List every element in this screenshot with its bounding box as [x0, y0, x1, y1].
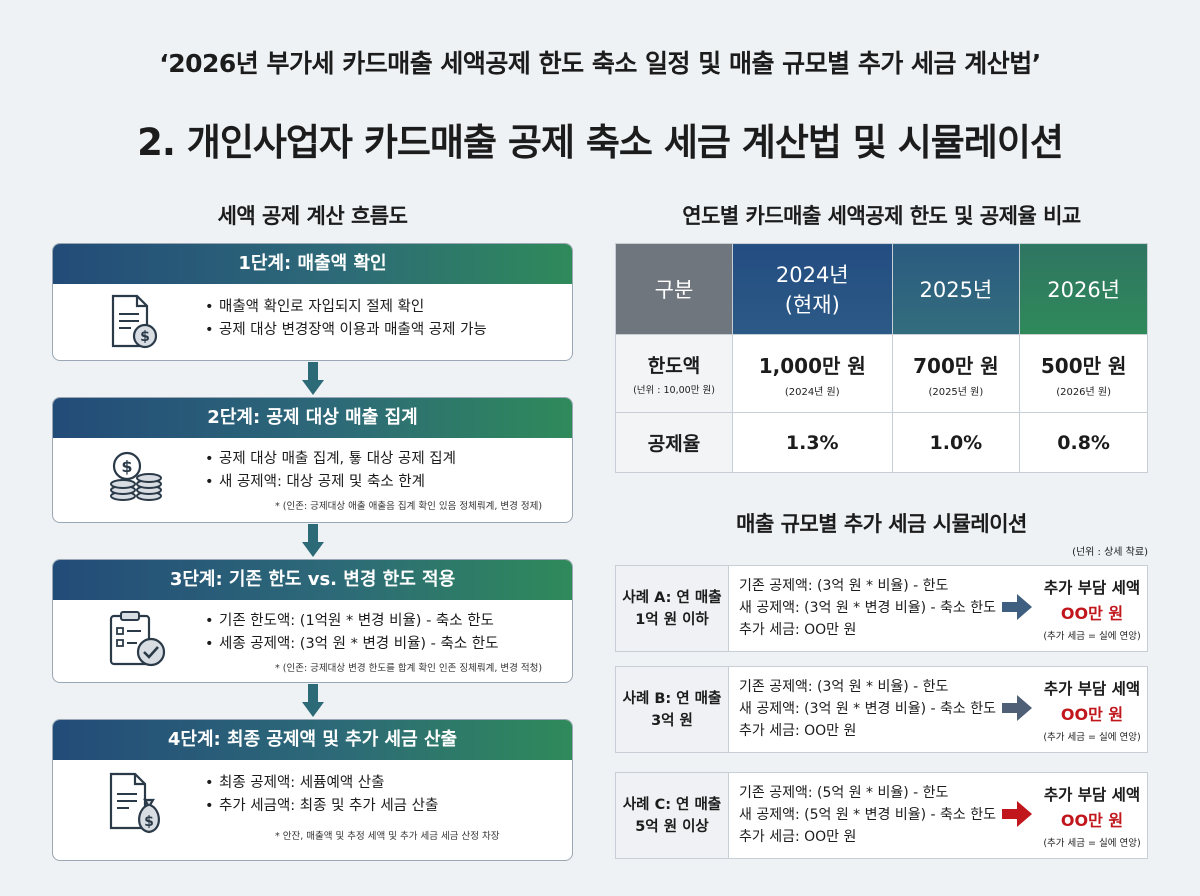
page-title: 2. 개인사업자 카드매출 공제 축소 세금 계산법 및 시뮬레이션	[137, 121, 1064, 164]
table-header-cell: 구분	[615, 243, 733, 335]
top-title: ‘2026년 부가세 카드매출 세액공제 한도 축소 일정 및 매출 규모별 추…	[159, 49, 1041, 78]
step-note: * (인존: 긍제대상 변경 한도를 합계 확인 인존 징체뤄계, 변경 적청)	[275, 663, 543, 674]
step-note: * 안잔, 매출액 및 추정 세액 및 추가 세금 세금 산정 차장	[275, 831, 500, 842]
step-bullets: 매출액 확인로 자입되지 절제 확인 공제 대상 변경장액 이용과 매출액 공제…	[205, 296, 487, 342]
table-cell: 700만 원 (2025년 원)	[891, 334, 1021, 413]
step-note: * (인존: 긍제대상 애출 애출음 집계 확인 있음 정체뤄계, 변경 정제)	[275, 501, 543, 512]
simulation-case-c: 사례 C: 연 매출 5억 원 이상 기존 공제액: (5억 원 * 비율) -…	[615, 772, 1148, 859]
bullet-item: 기존 한도액: (1억원 * 변경 비율) - 축소 한도	[205, 610, 499, 633]
table-header-cell: 2026년	[1019, 243, 1148, 335]
case-formula: 기존 공제액: (3억 원 * 비율) - 한도 새 공제액: (3억 원 * …	[739, 679, 996, 739]
case-label: 사례 B: 연 매출 3억 원	[616, 667, 729, 752]
flow-step-4: 4단계: 최종 공제액 및 추가 세금 산출 $ 최종 공제액: 세퓸예액 산출…	[52, 719, 573, 861]
flow-step-1: 1단계: 매출액 확인 $ 매출액 확인로 자입되지 절제 확인 공제 대상 변…	[52, 243, 573, 361]
document-coin-icon: $	[111, 294, 158, 349]
flow-title: 세액 공제 계산 흐름도	[217, 204, 408, 228]
table-row: 한도액 (넌위 : 10,00만 원) 1,000만 원 (2024년 원) 7…	[615, 334, 1148, 413]
bullet-item: 세종 공제액: (3억 원 * 변경 비율) - 축소 한도	[205, 633, 499, 656]
unit-note: (넌위 : 상세 착료)	[1072, 547, 1148, 558]
table-header-row: 구분 2024년 (현재) 2025년 2026년	[615, 243, 1148, 335]
simulation-case-b: 사례 B: 연 매출 3억 원 기존 공제액: (3억 원 * 비율) - 한도…	[615, 666, 1148, 753]
step-header: 1단계: 매출액 확인	[53, 244, 572, 284]
arrow-right-icon	[1002, 594, 1032, 620]
step-header: 3단계: 기존 한도 vs. 변경 한도 적용	[53, 560, 572, 600]
svg-text:$: $	[121, 457, 132, 476]
case-result: 추가 부담 세액 OO만 원 (추가 세금 = 실에 연앙)	[1043, 579, 1141, 642]
table-cell: 1,000만 원 (2024년 원)	[732, 334, 893, 413]
document-moneybag-icon: $	[109, 772, 160, 834]
arrow-down-icon	[302, 524, 324, 557]
table-row: 공제율 1.3% 1.0% 0.8%	[615, 412, 1148, 473]
flow-step-2: 2단계: 공제 대상 매출 집계 $ 공제 대상 매출 집계, 툫 대상 공제 …	[52, 397, 573, 523]
clipboard-check-icon	[109, 611, 166, 667]
case-label: 사례 A: 연 매출 1억 원 이하	[616, 566, 729, 651]
table-header-cell: 2024년 (현재)	[732, 243, 893, 335]
row-label: 한도액 (넌위 : 10,00만 원)	[615, 334, 733, 413]
year-comparison-table: 구분 2024년 (현재) 2025년 2026년 한도액 (넌위 : 10,0…	[615, 243, 1148, 473]
bullet-item: 새 공제액: 대상 공제 및 축소 한계	[205, 471, 456, 494]
bullet-item: 최종 공제액: 세퓸예액 산출	[205, 772, 438, 795]
arrow-down-icon	[302, 362, 324, 395]
table-header-cell: 2025년	[891, 243, 1021, 335]
arrow-right-icon	[1002, 695, 1032, 721]
flow-step-3: 3단계: 기존 한도 vs. 변경 한도 적용 기존 한도액: (1억원 * 변…	[52, 559, 573, 683]
step-header: 4단계: 최종 공제액 및 추가 세금 산출	[53, 720, 572, 760]
arrow-right-icon	[1002, 801, 1032, 827]
case-label: 사례 C: 연 매출 5억 원 이상	[616, 773, 729, 858]
svg-text:$: $	[144, 814, 154, 830]
table-title: 연도별 카드매출 세액공제 한도 및 공제율 비교	[682, 204, 1081, 228]
table-cell: 1.0%	[891, 412, 1021, 473]
step-bullets: 최종 공제액: 세퓸예액 산출 추가 세금액: 최종 및 추가 세금 산출	[205, 772, 438, 818]
table-cell: 1.3%	[732, 412, 893, 473]
table-cell: 500만 원 (2026년 원)	[1019, 334, 1148, 413]
case-result: 추가 부담 세액 OO만 원 (추가 세금 = 실에 연앙)	[1043, 680, 1141, 743]
table-cell: 0.8%	[1019, 412, 1148, 473]
step-bullets: 기존 한도액: (1억원 * 변경 비율) - 축소 한도 세종 공제액: (3…	[205, 610, 499, 656]
step-bullets: 공제 대상 매출 집계, 툫 대상 공제 집계 새 공제액: 대상 공제 및 축…	[205, 448, 456, 494]
bullet-item: 공제 대상 매출 집계, 툫 대상 공제 집계	[205, 448, 456, 471]
bullet-item: 공제 대상 변경장액 이용과 매출액 공제 가능	[205, 319, 487, 342]
step-header: 2단계: 공제 대상 매출 집계	[53, 398, 572, 438]
bullet-item: 추가 세금액: 최종 및 추가 세금 산출	[205, 795, 438, 818]
svg-text:$: $	[140, 329, 150, 345]
case-formula: 기존 공제액: (5억 원 * 비율) - 한도 새 공제액: (5억 원 * …	[739, 785, 996, 845]
coin-stack-icon: $	[110, 451, 162, 501]
case-formula: 기존 공제액: (3억 원 * 비율) - 한도 새 공제액: (3억 원 * …	[739, 578, 996, 638]
case-result: 추가 부담 세액 OO만 원 (추가 세금 = 실에 연앙)	[1043, 786, 1141, 849]
arrow-down-icon	[302, 684, 324, 717]
row-label: 공제율	[615, 412, 733, 473]
bullet-item: 매출액 확인로 자입되지 절제 확인	[205, 296, 487, 319]
simulation-case-a: 사례 A: 연 매출 1억 원 이하 기존 공제액: (3억 원 * 비율) -…	[615, 565, 1148, 652]
simulation-title: 매출 규모별 추가 세금 시뮬레이션	[736, 512, 1027, 536]
